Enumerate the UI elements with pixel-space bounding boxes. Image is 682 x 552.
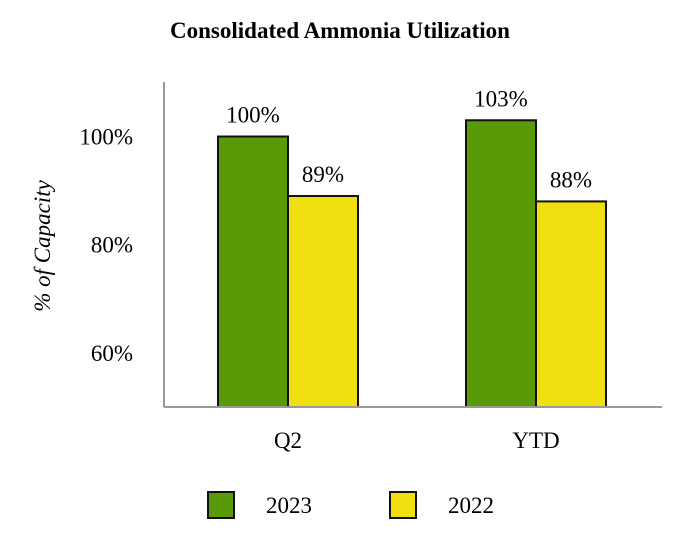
x-category-label: Q2 (274, 428, 302, 453)
legend: 2023 2022 (207, 491, 494, 519)
bar-2022-YTD (535, 200, 607, 408)
legend-label: 2022 (448, 493, 494, 518)
legend-label: 2023 (266, 493, 312, 518)
bar-2022-Q2 (287, 195, 359, 408)
y-axis-label: % of Capacity (30, 179, 55, 311)
data-label: 88% (550, 167, 592, 192)
bar-2023-YTD (465, 119, 537, 409)
y-tick-label: 100% (79, 125, 133, 150)
bars: 100% 103% 89% 88% (217, 86, 607, 409)
data-label: 103% (474, 86, 528, 111)
x-category-label: YTD (512, 428, 559, 453)
y-axis-ticks: 60% 80% 100% (79, 125, 133, 366)
data-label: 100% (226, 103, 280, 128)
y-tick-label: 80% (91, 233, 133, 258)
y-tick-label: 60% (91, 341, 133, 366)
legend-swatch (389, 491, 417, 519)
bar-2023-Q2 (217, 135, 289, 408)
legend-swatch (207, 491, 235, 519)
chart-title: Consolidated Ammonia Utilization (170, 18, 510, 43)
axes (163, 82, 662, 408)
data-label: 89% (302, 162, 344, 187)
x-axis-categories: Q2 YTD (274, 428, 560, 453)
